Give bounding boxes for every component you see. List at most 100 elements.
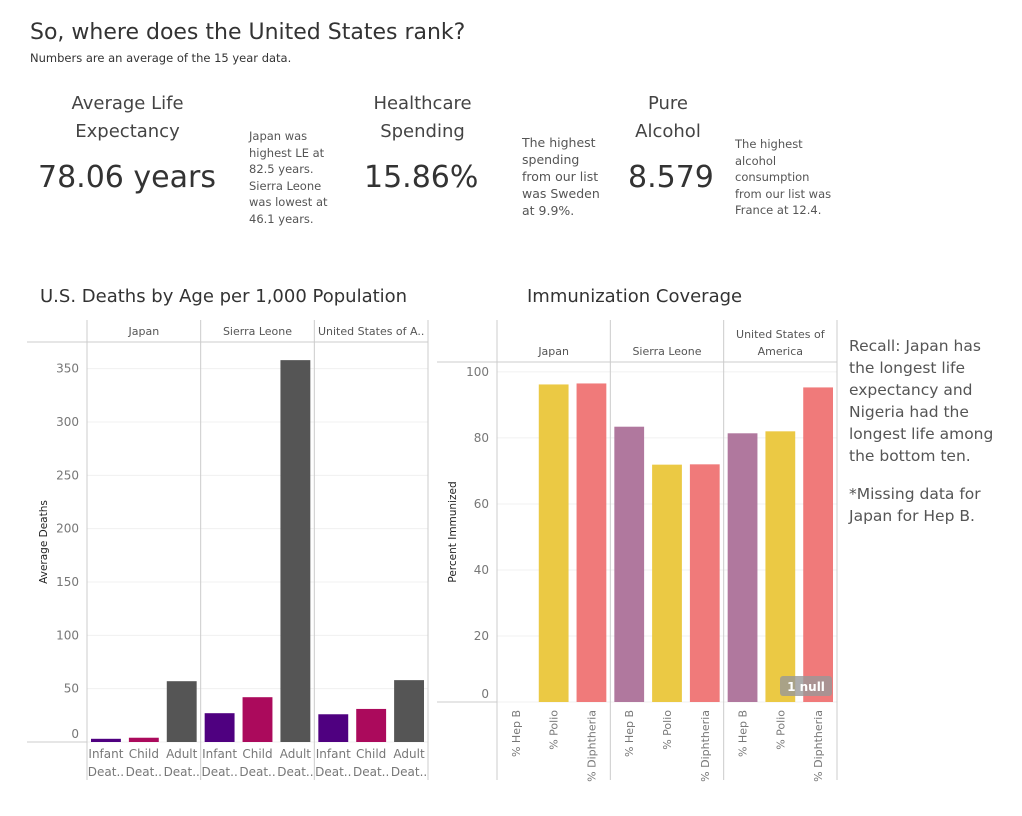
y-tick-label: 60 (474, 497, 489, 511)
side-note-recall: Recall: Japan has the longest life expec… (849, 337, 994, 465)
x-tick-label: % Hep B (737, 710, 750, 757)
panel-header: United States of (736, 328, 826, 341)
bar (204, 713, 235, 742)
note-line: from our list (522, 169, 599, 184)
bar (280, 360, 311, 742)
x-tick-label: % Diphtheria (585, 710, 598, 782)
note-line: 46.1 years. (249, 211, 314, 226)
note-line: from our list was (735, 186, 832, 201)
note-line: 82.5 years. (249, 162, 314, 176)
kpi-alcohol-note: The highest alcohol consumption from our li… (735, 136, 831, 219)
panel-header: Japan (127, 325, 159, 338)
bar (689, 464, 720, 702)
x-tick-label: Infant (88, 747, 123, 761)
bar (128, 737, 159, 742)
note-line: The highest (522, 135, 596, 150)
deaths-chart: 0 50 100 150 200 250 300 350 Average Deaths Japan… (27, 320, 429, 780)
bar (356, 708, 387, 742)
panel-header: Japan (537, 345, 569, 358)
deaths-chart-title: U.S. Deaths by Age per 1,000 Population (40, 286, 408, 307)
x-tick-label: Child (242, 747, 272, 761)
y-axis-title: Percent Immunized (447, 481, 459, 582)
y-tick-label: 300 (56, 415, 79, 429)
x-tick-label: Deat.. (277, 765, 313, 779)
kpi-life-value: 78.06 years (38, 160, 216, 195)
x-tick-label: Infant (202, 747, 237, 761)
kpi-label-line: Expectancy (75, 121, 180, 142)
x-tick-label: Deat.. (201, 765, 237, 779)
null-badge-label: 1 null (787, 680, 825, 694)
immunization-chart-title: Immunization Coverage (527, 286, 743, 307)
bar (614, 426, 645, 702)
x-tick-label: Adult (280, 747, 312, 761)
side-note-missing: *Missing data for Japan for Hep B. (849, 485, 981, 525)
kpi-label-line: Alcohol (635, 121, 701, 142)
y-axis-title: Average Deaths (38, 500, 50, 584)
y-tick-label: 100 (56, 628, 79, 642)
bar (652, 464, 682, 702)
side-note: Recall: Japan has the longest life expec… (849, 335, 1009, 527)
note-line: was lowest at (249, 195, 328, 209)
bar (91, 738, 121, 742)
kpi-alcohol-label: Pure Alcohol (618, 90, 718, 146)
panel-header: Sierra Leone (632, 345, 701, 358)
note-line: alcohol (735, 153, 777, 168)
kpi-label-line: Pure (647, 93, 689, 114)
kpi-alcohol-value: 8.579 (628, 160, 714, 195)
y-tick-label: 350 (56, 362, 79, 376)
x-tick-label: % Diphtheria (699, 710, 712, 782)
x-tick-label: Adult (166, 747, 198, 761)
note-line: spending (522, 152, 580, 167)
x-tick-label: % Hep B (623, 710, 636, 757)
bar (394, 680, 424, 742)
note-line: Sierra Leone (249, 178, 322, 193)
panel-header: America (758, 345, 803, 358)
x-tick-label: Deat.. (391, 765, 427, 779)
x-tick-label: Deat.. (164, 765, 200, 779)
null-badge (780, 676, 832, 696)
x-tick-label: % Hep B (510, 710, 523, 757)
y-tick-label: 20 (474, 629, 489, 643)
x-tick-label: Child (356, 747, 386, 761)
y-tick-label: 50 (64, 682, 79, 696)
bar (318, 714, 349, 742)
kpi-life-note: Japan was highest LE at 82.5 years. Sierra … (249, 128, 328, 227)
y-tick-label: 40 (474, 563, 489, 577)
kpi-label-line: Healthcare (373, 93, 472, 114)
x-tick-label: Adult (393, 747, 425, 761)
x-tick-label: % Diphtheria (812, 710, 825, 782)
panel-header: United States of A.. (318, 325, 424, 338)
x-tick-label: Deat.. (88, 765, 124, 779)
y-tick-label: 80 (474, 431, 489, 445)
y-tick-label: 100 (466, 365, 489, 379)
y-tick-label: 250 (56, 468, 79, 482)
x-tick-label: Infant (316, 747, 351, 761)
x-tick-label: % Polio (661, 710, 674, 750)
note-line: The highest (735, 137, 803, 151)
bar (538, 384, 569, 702)
bar (727, 433, 758, 702)
x-tick-label: % Polio (774, 710, 787, 750)
y-tick-label: 0 (71, 727, 79, 741)
note-line: highest LE at (249, 145, 325, 160)
bar (803, 387, 833, 702)
x-tick-label: Deat.. (239, 765, 275, 779)
x-tick-label: % Polio (548, 710, 561, 750)
x-tick-label: Deat.. (315, 765, 351, 779)
kpi-label-line: Spending (380, 121, 465, 142)
kpi-life-label: Average Life Expectancy (40, 90, 215, 146)
immunization-chart: 0 20 40 60 80 100 Percent Immunized Japan % Hep … (437, 320, 838, 782)
x-tick-label: Deat.. (353, 765, 389, 779)
panel-header: Sierra Leone (223, 325, 292, 338)
x-tick-label: Child (129, 747, 159, 761)
kpi-spending-note: The highest spending from our list was Swed… (522, 134, 600, 219)
y-tick-label: 200 (56, 522, 79, 536)
note-line: Japan was (249, 129, 308, 143)
x-tick-label: Deat.. (126, 765, 162, 779)
y-tick-label: 0 (481, 687, 489, 701)
bar (166, 681, 197, 742)
kpi-spending-value: 15.86% (364, 160, 479, 195)
note-line: was Sweden (522, 186, 600, 201)
page-title: So, where does the United States rank? (30, 20, 466, 45)
